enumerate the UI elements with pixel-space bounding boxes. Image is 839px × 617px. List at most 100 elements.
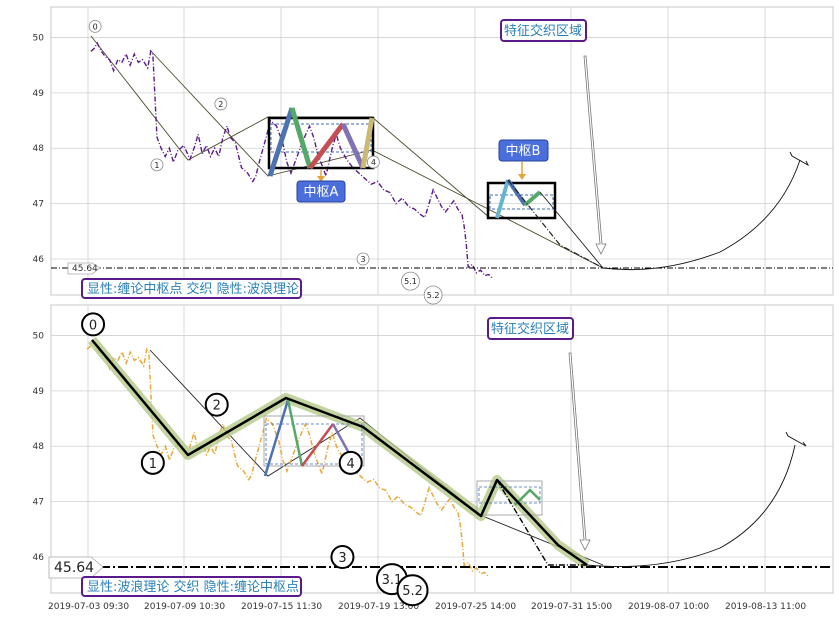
top-wave-label: 0	[93, 22, 98, 31]
bottom-price-tag	[48, 556, 104, 579]
bottom-wave-label-circle	[396, 574, 429, 607]
hub-b-label-box	[498, 139, 549, 162]
top-feature-zone-box	[500, 19, 587, 42]
bottom-y-tick-label: 50	[33, 331, 45, 341]
bottom-wave-label-circle	[330, 545, 355, 569]
top-y-tick-label: 49	[33, 89, 45, 99]
top-plot-area	[50, 6, 834, 296]
hub-b-wave-cyan	[495, 179, 510, 219]
hub-a-box	[267, 116, 375, 170]
top-wave-labels: 0 1 2 3 4 5.1 5.2	[88, 19, 443, 305]
bottom-wave-label: 2	[213, 399, 221, 414]
bottom-footer-box	[81, 576, 302, 597]
hub-a-wave-red	[308, 122, 345, 170]
top-y-tick-label: 48	[33, 144, 45, 154]
bottom-wave-label: 3.1	[382, 573, 403, 588]
bottom-wave-label: 0	[89, 318, 97, 333]
bottom-y-tick-label: 48	[33, 442, 45, 452]
top-current-price: 45.64	[72, 264, 98, 274]
bottom-y-tick-label: 46	[33, 553, 45, 563]
bottom-hub-a-wave-blue	[263, 399, 290, 477]
bottom-hub-a-wave-green	[286, 399, 304, 467]
bottom-y-tick-label: 49	[33, 387, 45, 397]
bottom-hub-a-box	[263, 415, 365, 467]
hub-b-inner	[489, 194, 554, 210]
bottom-feature-zone-label: 特征交织区域	[491, 321, 569, 337]
top-feature-zone-arrow	[583, 55, 607, 255]
bottom-x-tick-label: 2019-07-25 14:00	[435, 602, 516, 612]
bottom-hub-a-wave-red	[300, 423, 335, 467]
top-wave-label-circle	[88, 19, 102, 33]
top-projection-bracket	[789, 151, 810, 167]
bottom-hub-a-inner	[265, 423, 363, 465]
bottom-price-line	[86, 339, 490, 578]
hub-b-arrow-head	[518, 174, 526, 180]
bottom-wave-dash	[496, 479, 587, 566]
bottom-projection-bracket	[785, 431, 807, 447]
hub-a-wave-purple	[340, 122, 366, 170]
bottom-footer-label: 显性:波浪理论 交织 隐性:缠论中枢点	[87, 579, 299, 595]
hub-b-wave-green	[523, 190, 542, 207]
bottom-grid	[51, 305, 833, 593]
bottom-x-ticks: 2019-07-03 09:30 2019-07-09 10:30 2019-07-…	[48, 602, 806, 612]
top-wave-label: 5.2	[427, 291, 440, 300]
top-wave-label: 5.1	[404, 277, 417, 286]
bottom-hub-b-inner	[478, 486, 541, 504]
hub-a-label-box	[296, 180, 346, 203]
top-panel: 46 47 48 49 50	[33, 6, 834, 305]
top-y-tick-label: 46	[33, 255, 45, 265]
top-feature-zone-label: 特征交织区域	[504, 23, 582, 39]
bottom-wave-label-circle	[140, 450, 165, 475]
bottom-wave-line	[91, 339, 588, 567]
top-wave-label-circle	[423, 285, 443, 305]
bottom-feature-zone-box	[487, 317, 574, 340]
bottom-x-tick-label: 2019-08-07 10:00	[628, 602, 709, 612]
bottom-projection-curve	[586, 444, 796, 568]
bottom-y-ticks: 46 47 48 49 50	[33, 331, 45, 563]
top-price-tag	[67, 262, 101, 275]
bottom-wave-label-circle	[204, 392, 229, 417]
top-wave-label: 2	[218, 100, 223, 109]
bottom-wave-label: 4	[347, 457, 355, 472]
hub-a-wave-blue	[267, 107, 295, 177]
bottom-wave-label: 5.2	[402, 584, 423, 599]
bottom-hub-b-wave-green	[514, 488, 541, 506]
bottom-hub-b-box	[476, 480, 543, 516]
top-projection-curve	[602, 159, 801, 271]
bottom-panel: 46 47 48 49 50 2019-07-03 09:30 2019-07-09 10…	[33, 304, 834, 612]
top-wave-label-circle	[214, 97, 228, 111]
top-y-tick-label: 47	[33, 200, 44, 210]
top-wave-label-circle	[401, 271, 420, 291]
top-y-ticks: 46 47 48 49 50	[33, 33, 45, 265]
bottom-x-tick-label: 2019-07-15 11:30	[241, 602, 322, 612]
bottom-feature-zone-arrow	[568, 352, 591, 551]
hub-a-wave-gold	[360, 117, 375, 169]
bottom-wave-label: 3	[338, 551, 346, 566]
top-footer-label: 显性:缠论中枢点 交织 隐性:波浪理论	[87, 281, 299, 297]
bottom-wave-label-circle	[338, 450, 363, 475]
top-wave-label: 3	[361, 255, 366, 264]
top-final-leg	[507, 179, 604, 269]
top-wave-label-circle	[366, 155, 380, 169]
bottom-current-price: 45.64	[54, 560, 94, 576]
hub-a-arrow-head	[317, 176, 325, 182]
hub-b-box	[486, 181, 557, 220]
bottom-x-tick-label: 2019-07-31 15:00	[531, 602, 612, 612]
top-footer-box	[81, 278, 302, 299]
hub-b-label: 中枢B	[506, 144, 541, 159]
top-wave-label-circle	[356, 252, 370, 266]
bottom-wave-labels: 0 1 2 3 4 3.15.2	[81, 312, 429, 607]
top-y-tick-label: 50	[33, 33, 45, 43]
hub-a-label: 中枢A	[304, 185, 339, 200]
bottom-x-tick-label: 2019-08-13 11:00	[725, 602, 806, 612]
bottom-y-tick-label: 47	[33, 498, 44, 508]
top-wave-label: 1	[154, 161, 159, 170]
top-wave-label: 4	[371, 158, 376, 167]
bottom-wave-label-circle	[81, 312, 106, 337]
bottom-x-tick-label: 2019-07-19 13:00	[338, 602, 419, 612]
bottom-x-tick-label: 2019-07-09 10:30	[144, 602, 225, 612]
bottom-x-tick-label: 2019-07-03 09:30	[48, 602, 129, 612]
top-final-leg-2	[539, 191, 604, 269]
